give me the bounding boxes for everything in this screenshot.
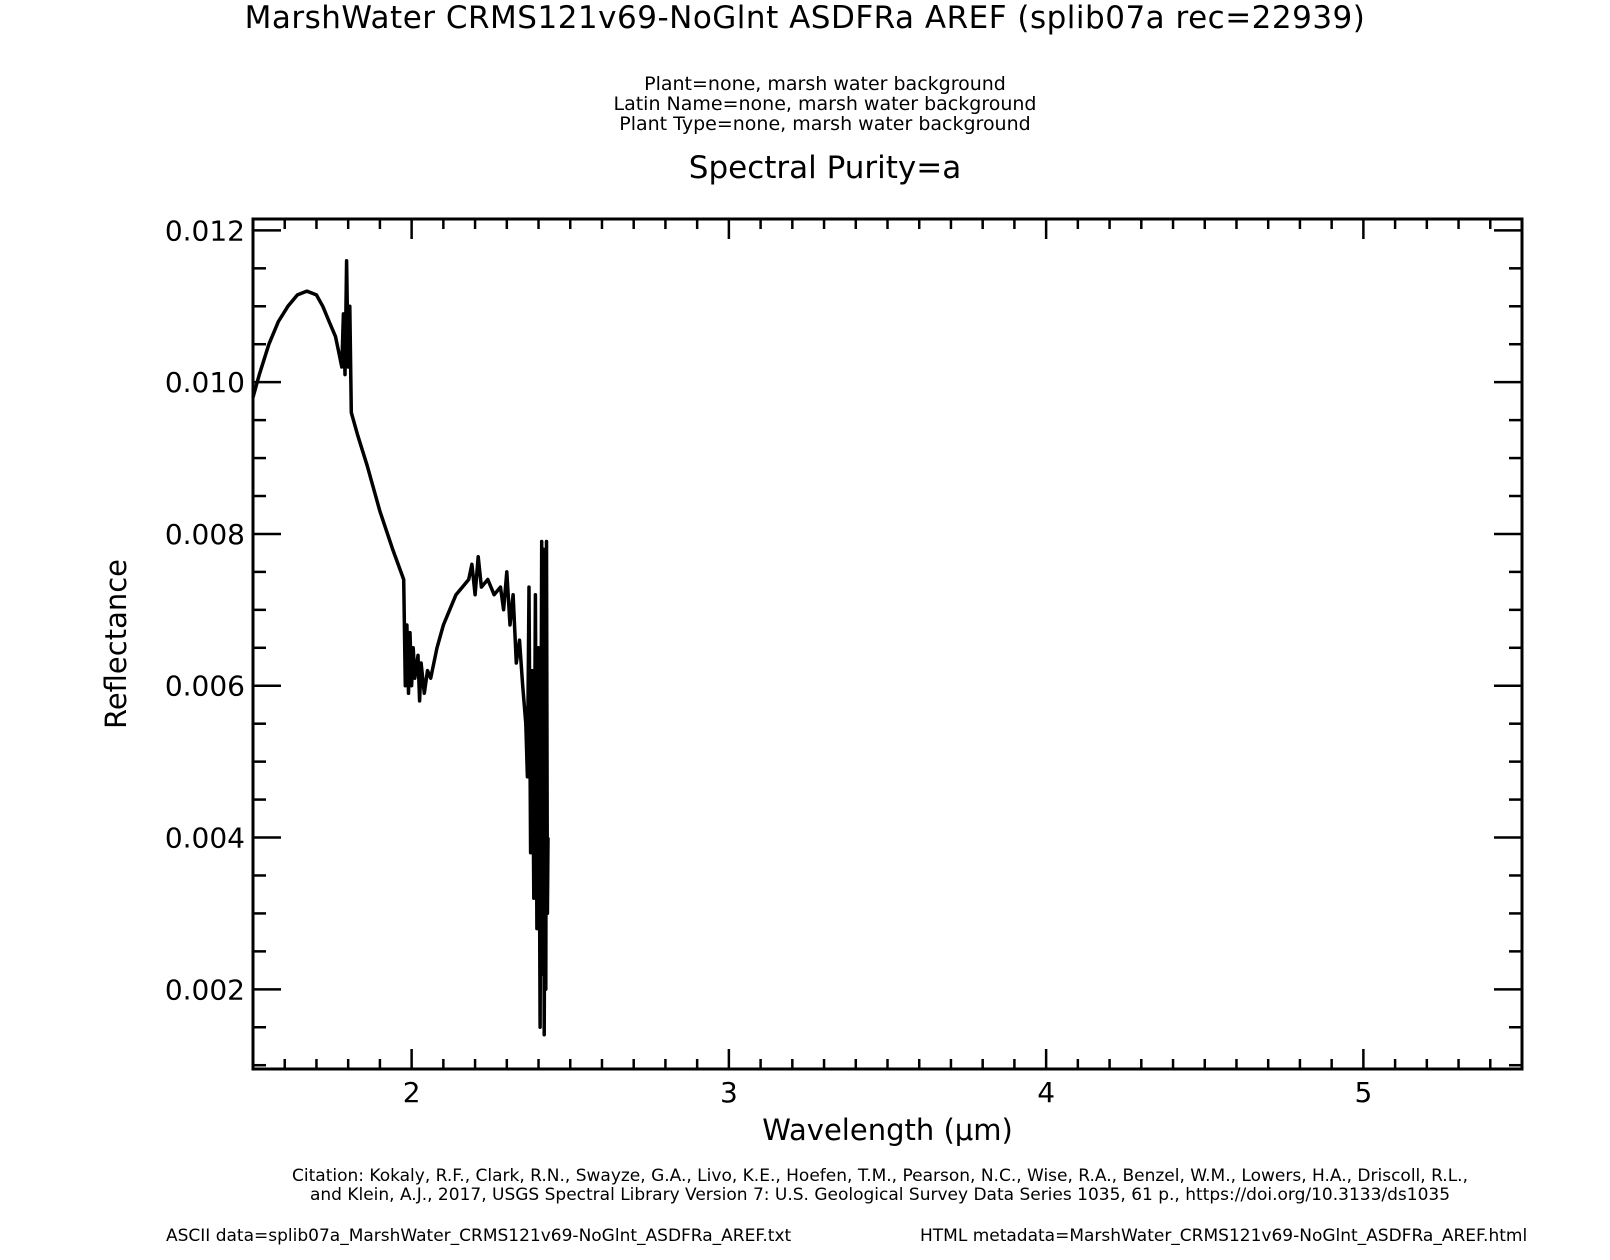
plant-type-label: Plant Type=none, marsh water background bbox=[619, 113, 1031, 135]
x-axis-label: Wavelength (μm) bbox=[762, 1113, 1013, 1147]
axis-ticks bbox=[251, 219, 1524, 1069]
x-tick-label: 4 bbox=[1037, 1076, 1055, 1109]
y-tick-label: 0.002 bbox=[165, 973, 245, 1006]
x-tick-label: 3 bbox=[720, 1076, 738, 1109]
spectral-purity-label: Spectral Purity=a bbox=[688, 150, 962, 186]
reflectance-series-line bbox=[251, 258, 550, 1037]
y-axis-label: Reflectance bbox=[99, 559, 133, 729]
x-tick-label: 2 bbox=[403, 1076, 421, 1109]
html-metadata-filename: HTML metadata=MarshWater_CRMS121v69-NoGl… bbox=[920, 1226, 1528, 1246]
y-tick-label: 0.008 bbox=[165, 518, 245, 551]
tick-labels: 2 3 4 5 0.002 0.004 0.006 0.008 0.010 0.012 bbox=[165, 214, 1372, 1109]
plot-frame bbox=[251, 217, 1524, 1071]
chart-main-title: MarshWater CRMS121v69-NoGlnt ASDFRa AREF… bbox=[244, 0, 1366, 36]
y-tick-label: 0.010 bbox=[165, 366, 245, 399]
plant-label: Plant=none, marsh water background bbox=[644, 73, 1006, 95]
y-tick-label: 0.012 bbox=[165, 214, 245, 247]
citation-line-2: and Klein, A.J., 2017, USGS Spectral Lib… bbox=[309, 1185, 1451, 1205]
latin-name-label: Latin Name=none, marsh water background bbox=[613, 93, 1037, 115]
ascii-data-filename: ASCII data=splib07a_MarshWater_CRMS121v6… bbox=[166, 1226, 792, 1246]
y-tick-label: 0.006 bbox=[165, 670, 245, 703]
citation-line-1: Citation: Kokaly, R.F., Clark, R.N., Swa… bbox=[292, 1166, 1468, 1186]
x-tick-label: 5 bbox=[1354, 1076, 1372, 1109]
y-tick-label: 0.004 bbox=[165, 822, 245, 855]
